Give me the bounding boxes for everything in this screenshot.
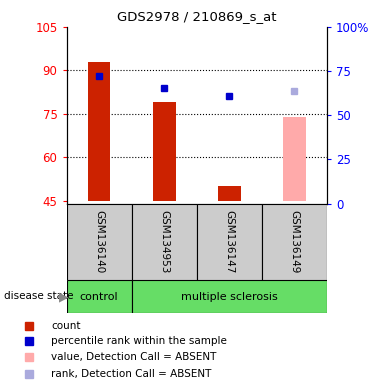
Text: value, Detection Call = ABSENT: value, Detection Call = ABSENT <box>51 352 216 362</box>
Text: rank, Detection Call = ABSENT: rank, Detection Call = ABSENT <box>51 369 211 379</box>
Bar <box>283 117 306 200</box>
Bar <box>131 204 197 280</box>
Bar <box>218 186 241 200</box>
Text: GSM134953: GSM134953 <box>159 210 169 274</box>
Bar <box>66 204 131 280</box>
Text: GSM136149: GSM136149 <box>289 210 299 274</box>
Text: ▶: ▶ <box>59 290 68 303</box>
Bar <box>66 280 131 313</box>
Bar <box>197 204 262 280</box>
Text: percentile rank within the sample: percentile rank within the sample <box>51 336 227 346</box>
Text: GSM136140: GSM136140 <box>94 210 104 273</box>
Text: disease state: disease state <box>4 291 73 301</box>
Title: GDS2978 / 210869_s_at: GDS2978 / 210869_s_at <box>117 10 276 23</box>
Text: multiple sclerosis: multiple sclerosis <box>181 291 277 302</box>
Bar <box>262 204 327 280</box>
Bar <box>131 280 327 313</box>
Bar <box>153 102 176 200</box>
Bar <box>88 61 111 200</box>
Text: GSM136147: GSM136147 <box>224 210 234 274</box>
Text: count: count <box>51 321 81 331</box>
Text: control: control <box>80 291 118 302</box>
